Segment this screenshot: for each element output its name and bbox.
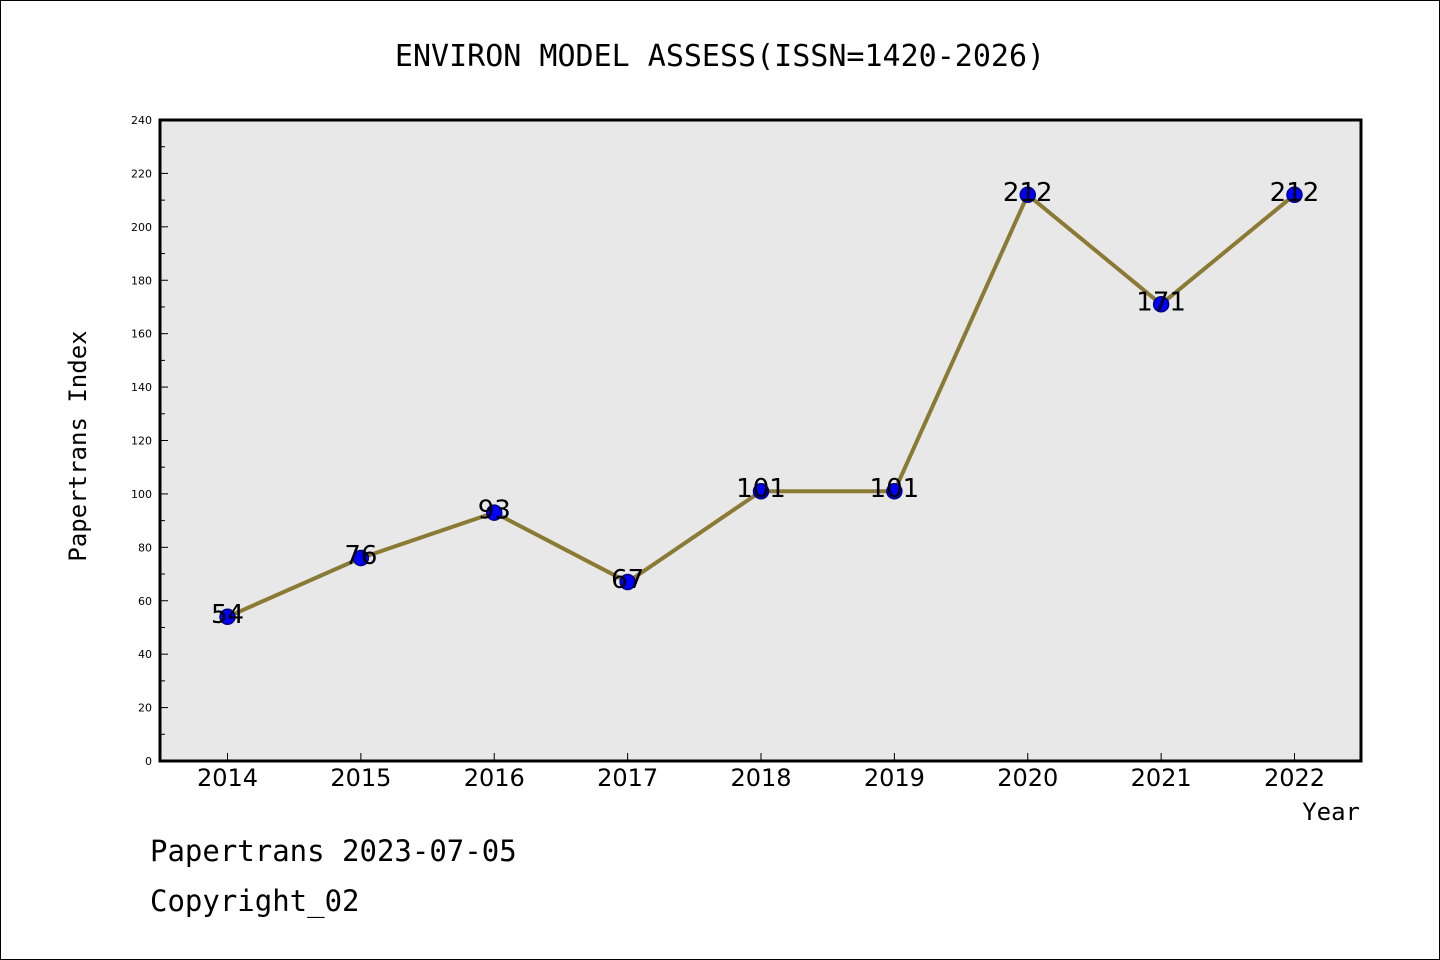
y-tick-label: 120 — [131, 435, 152, 448]
data-point — [752, 482, 770, 500]
y-tick-label: 180 — [131, 274, 152, 287]
x-tick-label: 2018 — [730, 764, 791, 792]
data-label: 171 — [1136, 287, 1186, 317]
data-label: 93 — [478, 496, 511, 526]
data-label: 212 — [1270, 178, 1320, 208]
data-point — [219, 608, 236, 626]
x-tick-label: 2017 — [597, 764, 658, 792]
y-tick-label: 240 — [131, 114, 152, 127]
x-tick-label: 2022 — [1264, 764, 1325, 792]
data-point — [619, 573, 636, 591]
data-point — [1152, 296, 1170, 313]
x-axis-label: Year — [1302, 798, 1360, 826]
y-tick-label: 100 — [131, 488, 152, 501]
x-tick-label: 2016 — [464, 764, 525, 792]
x-tick-label: 2021 — [1131, 764, 1192, 792]
y-axis-label: Papertrans Index — [64, 330, 92, 561]
x-tick-label: 2019 — [864, 764, 925, 792]
x-tick-label: 2014 — [197, 764, 258, 792]
y-tick-label: 80 — [138, 541, 152, 554]
y-tick-label: 140 — [131, 381, 152, 394]
plot-area — [158, 118, 1363, 763]
data-point — [1019, 186, 1036, 204]
data-point — [886, 482, 903, 500]
data-label: 67 — [611, 565, 644, 595]
x-tick-label: 2020 — [997, 764, 1058, 792]
y-tick-label: 60 — [138, 595, 152, 608]
footer-date: Papertrans 2023-07-05 — [150, 834, 517, 868]
series-group — [219, 186, 1303, 626]
data-label: 101 — [870, 474, 920, 504]
y-tick-label: 160 — [131, 328, 152, 341]
data-labels: 54 76 93 67 101 101 212 171 212 — [211, 178, 1319, 630]
y-tick-label: 200 — [131, 221, 152, 234]
data-label: 101 — [736, 474, 786, 504]
data-point — [352, 549, 370, 567]
y-tick-label: 20 — [138, 702, 152, 715]
x-tick-label: 2015 — [330, 764, 391, 792]
y-axis-ticks: 0 20 40 60 80 100 120 140 160 180 200 220 240 — [131, 114, 168, 768]
chart-title: ENVIRON MODEL ASSESS(ISSN=1420-2026) — [395, 39, 1045, 74]
data-point — [486, 504, 503, 521]
y-tick-label: 0 — [145, 755, 152, 768]
footer-copyright: Copyright_02 — [150, 884, 360, 918]
data-label: 212 — [1003, 178, 1053, 208]
data-label: 54 — [211, 600, 244, 630]
x-axis-ticks: 2014 2015 2016 2017 2018 2019 2020 2021 2022 — [197, 753, 1325, 792]
data-label: 76 — [344, 541, 377, 571]
y-tick-label: 220 — [131, 167, 152, 180]
data-point — [1286, 186, 1303, 204]
y-tick-label: 40 — [138, 648, 152, 661]
